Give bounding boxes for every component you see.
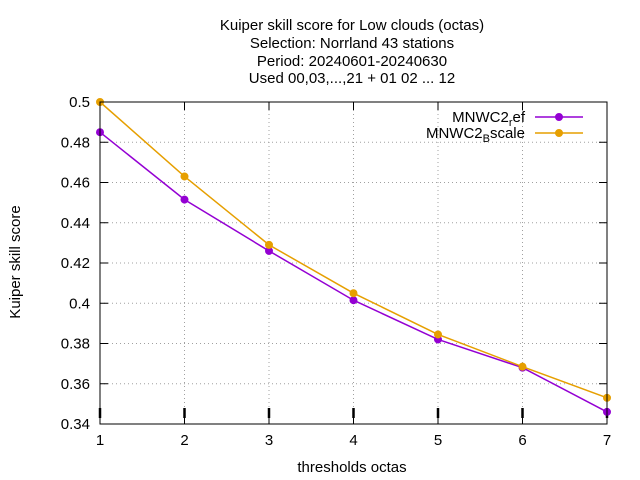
series-lines xyxy=(96,98,611,416)
x-tick-label: 3 xyxy=(265,432,273,449)
y-axis-label: Kuiper skill score xyxy=(7,205,24,318)
legend-marker xyxy=(555,113,563,121)
legend-label: MNWC2Bscale xyxy=(426,125,525,145)
series-2 xyxy=(96,98,611,402)
data-point xyxy=(349,296,358,305)
x-axis-label: thresholds octas xyxy=(297,459,406,476)
title-line-3: Period: 20240601-20240630 xyxy=(257,53,447,70)
plot-border xyxy=(99,101,608,425)
data-point xyxy=(349,289,358,298)
chart-title: Kuiper skill score for Low clouds (octas… xyxy=(220,17,484,87)
grid xyxy=(99,101,608,425)
y-tick-label: 0.42 xyxy=(61,255,90,272)
legend-label-rest: ef xyxy=(512,109,525,126)
y-tick-labels: 0.34 0.36 0.38 0.4 0.42 0.44 0.46 0.48 0.5 xyxy=(61,94,90,433)
x-tick-labels: 1 2 3 4 5 6 7 xyxy=(96,432,611,449)
legend-label-base: MNWC2 xyxy=(452,109,509,126)
legend-label-rest: scale xyxy=(490,125,525,142)
data-point xyxy=(180,195,189,204)
x-tick-label: 5 xyxy=(434,432,442,449)
legend-marker xyxy=(555,129,563,137)
y-tick-label: 0.46 xyxy=(61,175,90,192)
y-tick-label: 0.34 xyxy=(61,416,90,433)
legend-entry-2: MNWC2Bscale xyxy=(426,125,583,145)
title-line-2: Selection: Norrland 43 stations xyxy=(250,35,454,52)
title-line-4: Used 00,03,...,21 + 01 02 ... 12 xyxy=(249,70,455,87)
legend-label-sub: r xyxy=(509,117,513,129)
y-tick-label: 0.36 xyxy=(61,376,90,393)
x-tick-label: 1 xyxy=(96,432,104,449)
data-point xyxy=(518,362,527,371)
legend-label: MNWC2ref xyxy=(452,109,526,129)
data-point xyxy=(265,240,273,249)
x-tick-label: 2 xyxy=(180,432,188,449)
series-1 xyxy=(96,128,611,416)
legend-label-sub: B xyxy=(483,133,490,145)
y-tick-label: 0.38 xyxy=(61,336,90,353)
y-tick-label: 0.48 xyxy=(61,134,90,151)
x-tick-label: 7 xyxy=(603,432,611,449)
title-line-1: Kuiper skill score for Low clouds (octas… xyxy=(220,17,484,34)
x-tick-label: 4 xyxy=(349,432,357,449)
legend-entry-1: MNWC2ref xyxy=(452,109,583,129)
y-tick-label: 0.4 xyxy=(69,295,90,312)
data-point xyxy=(434,330,442,339)
data-point xyxy=(180,172,189,181)
y-tick-label: 0.44 xyxy=(61,215,90,232)
x-tick-label: 6 xyxy=(518,432,526,449)
legend-label-base: MNWC2 xyxy=(426,125,483,142)
y-tick-label: 0.5 xyxy=(69,94,90,111)
